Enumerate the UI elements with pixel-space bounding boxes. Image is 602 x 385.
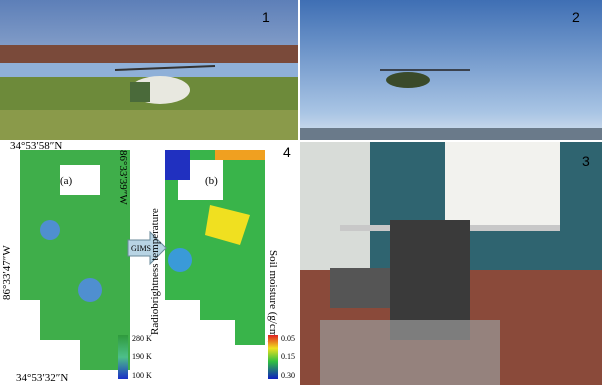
panel-label: 4: [283, 144, 291, 160]
axis-label: Soil moisture (g/cm³): [267, 250, 279, 345]
page: 1 2 3 GIMS 34°53′58″N 34°53′32″N: [0, 0, 602, 385]
photo-2: 2: [300, 0, 602, 140]
composite-figure: 1 2 3 GIMS 34°53′58″N 34°53′32″N: [0, 0, 602, 385]
photo-1: 1: [0, 0, 298, 140]
scale-label: 100 K: [132, 371, 152, 380]
longitude-left: 86°33′47″W: [1, 245, 13, 300]
scale-label: 0.15: [281, 352, 295, 361]
scale-label: 0.30: [281, 371, 295, 380]
panel-label: 1: [262, 9, 270, 25]
longitude-right: 86°33′39″W: [117, 150, 129, 205]
map-figure: GIMS 34°53′58″N 34°53′32″N 86°33′47″W 86…: [0, 140, 298, 385]
map-label: (a): [60, 175, 73, 187]
panel-label: 3: [582, 153, 590, 169]
panel-label: 2: [572, 9, 580, 25]
scale-label: 0.05: [281, 334, 295, 343]
scale-label: 280 K: [132, 334, 152, 343]
latitude-top: 34°53′58″N: [10, 140, 62, 152]
latitude-bottom: 34°53′32″N: [16, 372, 68, 384]
map-label: (b): [205, 175, 218, 187]
scale-label: 190 K: [132, 352, 152, 361]
axis-label: Radiobrightness temperature: [149, 208, 161, 335]
photo-3: 3: [300, 142, 602, 385]
arrow-label: GIMS: [131, 244, 151, 253]
